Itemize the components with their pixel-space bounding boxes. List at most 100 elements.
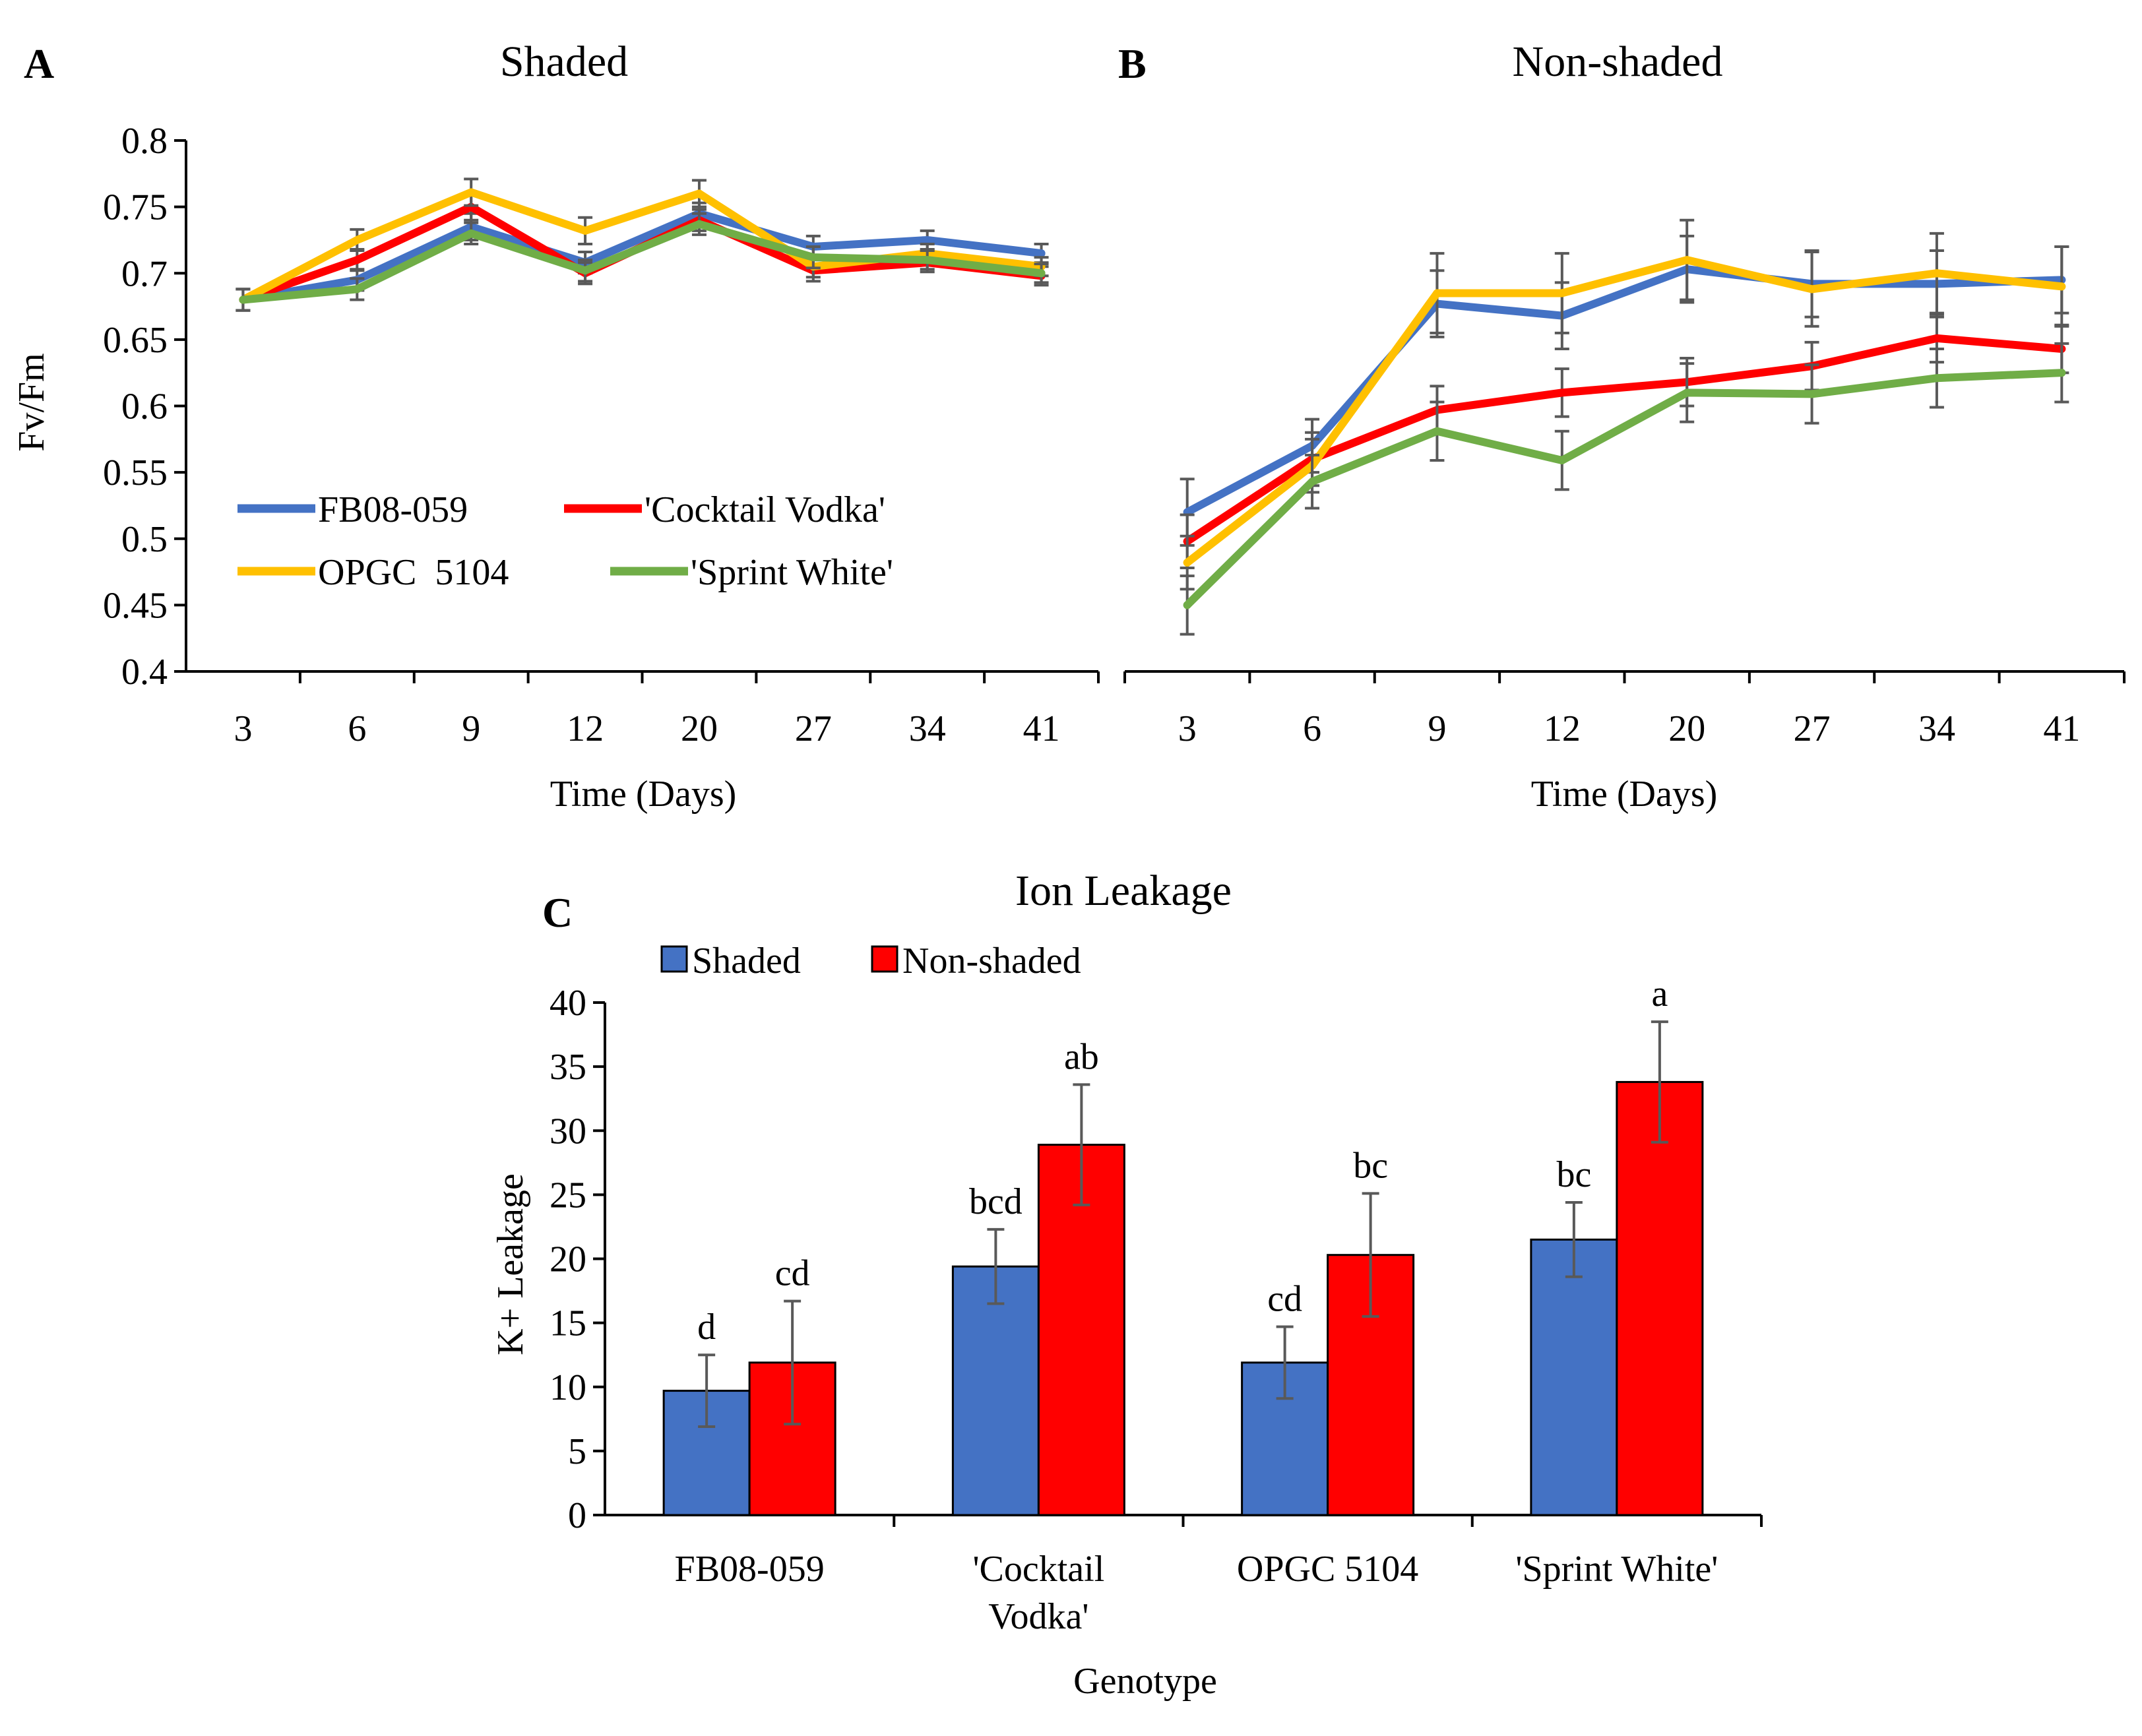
category-label: Vodka': [988, 1596, 1088, 1637]
legend-swatch-shaded: [660, 945, 688, 973]
y-tick-label: 0.4: [121, 652, 168, 693]
data-point: [695, 189, 703, 198]
series-line-sprint-white: [1183, 369, 2066, 609]
y-tick-label: 0.6: [121, 387, 168, 427]
data-point: [467, 229, 476, 237]
series-opgc-5104: [1180, 218, 2069, 591]
category-label: OPGC 5104: [1237, 1549, 1418, 1590]
y-tick-label: 30: [550, 1111, 586, 1152]
panel-c-ion-leakage-chart: C Ion Leakage K+ Leakage Genotype Shaded…: [490, 867, 1763, 1702]
series-line-fb08-059: [1183, 265, 2066, 516]
x-tick-label: 9: [462, 708, 480, 749]
series-line-fb08-059: [239, 209, 1046, 304]
data-point: [923, 256, 931, 264]
legend-label-cocktail-vodka: 'Cocktail Vodka': [645, 489, 885, 530]
panel-a-x-ticks: 3 6 9 12 20 27 34 41: [234, 671, 1100, 749]
panel-c-x-axis-label: Genotype: [1073, 1661, 1217, 1702]
data-point: [1683, 256, 1691, 264]
x-tick-label: 12: [1544, 708, 1581, 749]
x-tick-label: 34: [1918, 708, 1955, 749]
y-tick-label: 40: [550, 983, 586, 1024]
panel-a-x-axis-label: Time (Days): [550, 774, 737, 815]
data-point: [467, 188, 476, 197]
data-point: [1808, 390, 1816, 398]
x-tick-label: 41: [2043, 708, 2080, 749]
series-sprint-white: [236, 212, 1049, 312]
significance-label: cd: [1267, 1278, 1302, 1319]
significance-label: ab: [1064, 1036, 1099, 1077]
series-line-sprint-white: [239, 220, 1046, 304]
x-tick-label: 20: [681, 708, 718, 749]
bar-non-shaded: [1616, 1080, 1704, 1516]
data-point: [1308, 478, 1317, 486]
panel-a-y-ticks: 0.4 0.45 0.5 0.55 0.6 0.65 0.7 0.75 0.8: [103, 121, 186, 693]
x-tick-label: 6: [1303, 708, 1321, 749]
legend-label-sprint-white: 'Sprint White': [691, 552, 893, 593]
data-point: [1932, 334, 1941, 342]
data-point: [1433, 289, 1441, 297]
data-point: [1037, 249, 1046, 258]
panel-c-letter: C: [542, 889, 573, 936]
series-sprint-white: [1180, 342, 2069, 636]
significance-label: cd: [775, 1253, 810, 1294]
y-tick-label: 0: [568, 1495, 586, 1536]
y-tick-label: 10: [550, 1367, 586, 1408]
x-tick-label: 27: [795, 708, 832, 749]
panel-b-letter: B: [1118, 40, 1147, 87]
x-tick-label: 12: [567, 708, 604, 749]
panel-a-shaded-chart: A Shaded Fv/Fm Time (Days) 0.4 0.45 0.5 0.5…: [11, 38, 1100, 815]
data-point: [1932, 374, 1941, 383]
bar-series-shaded: d bcd cd bc: [662, 1154, 1618, 1516]
panel-a-legend: FB08-059 'Cocktail Vodka' OPGC 5104 'Spr…: [237, 489, 893, 593]
significance-label: a: [1651, 974, 1668, 1014]
legend-label-opgc-5104: OPGC 5104: [318, 552, 509, 593]
panel-c-y-axis-label: K+ Leakage: [490, 1173, 531, 1355]
panel-c-title: Ion Leakage: [1015, 867, 1232, 915]
y-tick-label: 20: [550, 1239, 586, 1280]
data-point: [2058, 369, 2066, 377]
x-tick-label: 34: [909, 708, 946, 749]
significance-label: d: [697, 1307, 716, 1348]
data-point: [1683, 388, 1691, 397]
series-line-opgc-5104: [239, 188, 1046, 304]
data-point: [1558, 289, 1566, 297]
data-point: [809, 253, 817, 262]
data-point: [1558, 456, 1566, 465]
y-tick-label: 0.5: [121, 519, 168, 560]
panel-b-title: Non-shaded: [1513, 38, 1723, 86]
y-tick-label: 5: [568, 1431, 586, 1472]
x-tick-label: 20: [1668, 708, 1705, 749]
data-point: [1932, 269, 1941, 278]
category-label: 'Cocktail: [972, 1549, 1104, 1590]
category-label: FB08-059: [675, 1549, 825, 1590]
panel-c-bars: d bcd cd bc cd ab bc a: [662, 974, 1704, 1516]
bar-non-shaded: [1037, 1144, 1125, 1516]
category-label: 'Sprint White': [1515, 1549, 1718, 1590]
data-point: [1558, 388, 1566, 397]
legend-label-shaded: Shaded: [692, 941, 801, 981]
data-point: [1183, 558, 1191, 567]
data-point: [239, 295, 247, 304]
panel-b-x-ticks: 3 6 9 12 20 27 34 41: [1123, 671, 2126, 749]
y-tick-label: 0.65: [103, 320, 168, 361]
data-point: [1433, 427, 1441, 435]
y-tick-label: 0.75: [103, 187, 168, 228]
legend-label-non-shaded: Non-shaded: [902, 941, 1081, 981]
data-point: [923, 235, 931, 244]
panel-b-series: [1180, 218, 2069, 636]
y-tick-label: 15: [550, 1303, 586, 1344]
data-point: [1183, 601, 1191, 609]
significance-label: bcd: [969, 1181, 1023, 1222]
data-point: [1037, 269, 1046, 278]
x-tick-label: 6: [348, 708, 366, 749]
y-tick-label: 0.45: [103, 585, 168, 626]
bar-shaded: [951, 1265, 1040, 1516]
panel-c-x-ticks: FB08-059 'Cocktail Vodka' OPGC 5104 'Sprint …: [675, 1515, 1763, 1637]
y-tick-label: 0.55: [103, 452, 168, 493]
data-point: [2058, 282, 2066, 291]
panel-a-title: Shaded: [500, 38, 628, 86]
legend-swatch-non-shaded: [871, 945, 898, 973]
legend-label-fb08-059: FB08-059: [318, 489, 468, 530]
data-point: [1808, 285, 1816, 294]
